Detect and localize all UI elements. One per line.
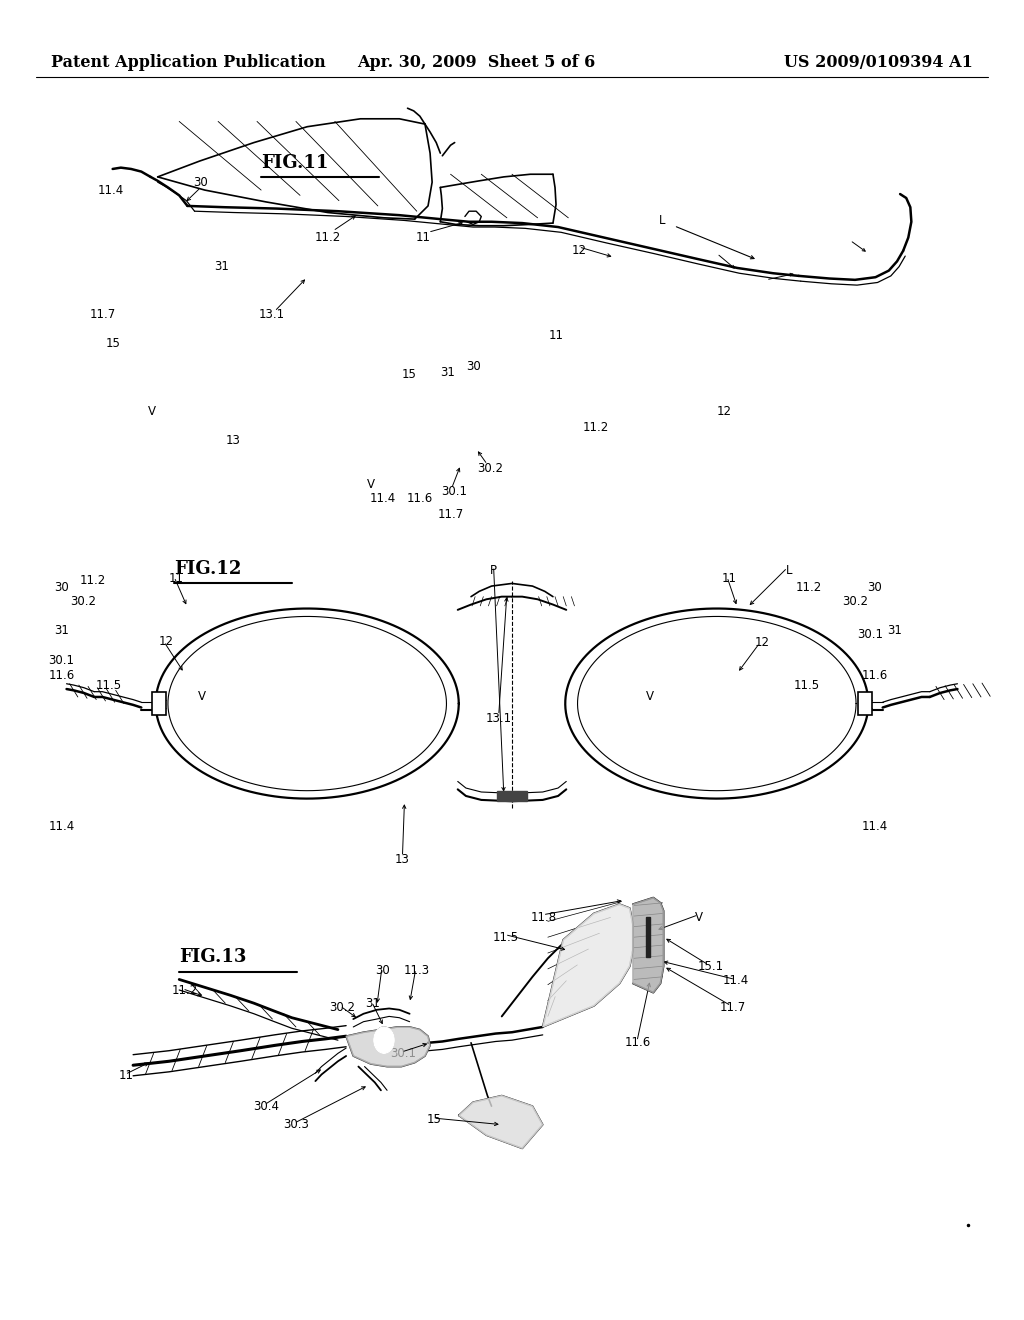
Text: 11.6: 11.6	[625, 1036, 651, 1049]
Text: US 2009/0109394 A1: US 2009/0109394 A1	[784, 54, 973, 70]
Text: 30.1: 30.1	[441, 484, 468, 498]
Text: 31: 31	[366, 997, 380, 1010]
Text: V: V	[147, 405, 156, 418]
Text: 11.5: 11.5	[794, 678, 820, 692]
Text: 12: 12	[572, 244, 587, 257]
Text: 30.1: 30.1	[390, 1047, 417, 1060]
Text: 11.5: 11.5	[95, 678, 122, 692]
Bar	[152, 692, 166, 715]
Text: Patent Application Publication: Patent Application Publication	[51, 54, 326, 70]
Text: 13: 13	[226, 434, 241, 447]
Text: 31: 31	[888, 624, 902, 638]
Text: 11.6: 11.6	[407, 492, 433, 506]
Text: 30.2: 30.2	[70, 595, 96, 609]
Polygon shape	[346, 1027, 430, 1067]
Text: L: L	[786, 564, 793, 577]
Text: 11.7: 11.7	[89, 308, 116, 321]
Text: V: V	[695, 911, 703, 924]
Text: 11.7: 11.7	[720, 1001, 746, 1014]
Text: 11: 11	[119, 1069, 133, 1082]
Text: 11.6: 11.6	[48, 669, 75, 682]
Text: 11.8: 11.8	[530, 911, 557, 924]
Text: FIG.11: FIG.11	[261, 153, 329, 172]
Text: 30.2: 30.2	[842, 595, 868, 609]
Text: 15: 15	[105, 337, 120, 350]
Text: L: L	[659, 214, 666, 227]
Text: 30.1: 30.1	[857, 628, 884, 642]
Polygon shape	[374, 1027, 394, 1053]
Text: 11.2: 11.2	[796, 581, 822, 594]
Text: 30.1: 30.1	[48, 653, 75, 667]
Text: 13.1: 13.1	[258, 308, 285, 321]
Text: P: P	[490, 564, 497, 577]
Text: 11: 11	[549, 329, 563, 342]
Text: 31: 31	[54, 624, 69, 638]
Text: FIG.12: FIG.12	[174, 560, 242, 578]
Text: 11: 11	[722, 572, 736, 585]
Text: 12: 12	[717, 405, 731, 418]
Text: 12: 12	[159, 635, 173, 648]
Text: 11.2: 11.2	[80, 574, 106, 587]
Text: 11.2: 11.2	[171, 983, 198, 997]
Text: 13: 13	[395, 853, 410, 866]
Polygon shape	[543, 904, 633, 1027]
Text: 11.4: 11.4	[370, 492, 396, 506]
Text: 11.4: 11.4	[861, 820, 888, 833]
Text: 30: 30	[867, 581, 882, 594]
Text: FIG.13: FIG.13	[179, 948, 247, 966]
Text: 11.2: 11.2	[314, 231, 341, 244]
Text: 31: 31	[214, 260, 228, 273]
Polygon shape	[633, 898, 664, 993]
Text: 11: 11	[416, 231, 430, 244]
Text: 11.4: 11.4	[97, 183, 124, 197]
Bar	[858, 692, 872, 715]
Text: V: V	[367, 478, 375, 491]
Text: 11.2: 11.2	[583, 421, 609, 434]
Text: 30.2: 30.2	[329, 1001, 355, 1014]
Text: 11: 11	[169, 572, 183, 585]
Text: 30.4: 30.4	[253, 1100, 280, 1113]
Text: 12: 12	[755, 636, 769, 649]
Bar	[646, 917, 650, 957]
Text: 30.3: 30.3	[283, 1118, 309, 1131]
Text: 30: 30	[466, 360, 480, 374]
Text: 11.4: 11.4	[48, 820, 75, 833]
Text: Apr. 30, 2009  Sheet 5 of 6: Apr. 30, 2009 Sheet 5 of 6	[357, 54, 595, 70]
Text: 30: 30	[376, 964, 390, 977]
Text: 11.6: 11.6	[861, 669, 888, 682]
Text: V: V	[646, 690, 654, 704]
Text: 30: 30	[194, 176, 208, 189]
Text: 11.5: 11.5	[493, 931, 519, 944]
Text: 15: 15	[427, 1113, 441, 1126]
Text: 11.7: 11.7	[437, 508, 464, 521]
Text: 31: 31	[440, 366, 455, 379]
Text: 15.1: 15.1	[697, 960, 724, 973]
Text: 11.3: 11.3	[403, 964, 430, 977]
Polygon shape	[459, 1096, 543, 1148]
Bar	[497, 791, 527, 801]
Text: 30.2: 30.2	[477, 462, 504, 475]
Text: 30: 30	[54, 581, 69, 594]
Text: 15: 15	[402, 368, 417, 381]
Text: V: V	[198, 690, 206, 704]
Text: 13.1: 13.1	[485, 711, 512, 725]
Text: 11.4: 11.4	[723, 974, 750, 987]
